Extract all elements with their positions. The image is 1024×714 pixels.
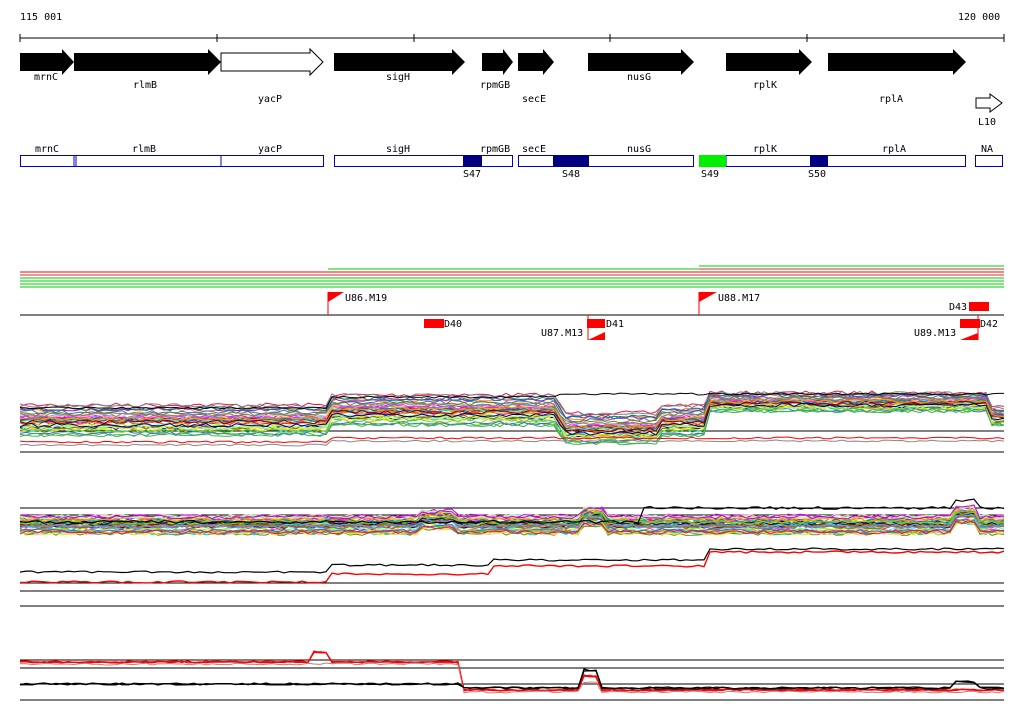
site-S47[interactable] [463, 155, 482, 167]
downshift-label-D43: D43 [949, 302, 967, 313]
downshift-label-D41: D41 [606, 319, 624, 330]
expression-profile [19, 402, 1005, 436]
expression-profile [20, 550, 1005, 584]
gene-secE[interactable]: secE [518, 49, 554, 105]
segment-lines [20, 265, 1004, 288]
expression-profile [19, 400, 1005, 433]
gene-label-mrnC: mrnC [34, 72, 58, 83]
expression-profile [19, 520, 1005, 536]
upshift-label-U88.M17: U88.M17 [718, 293, 760, 304]
gene-rplA[interactable]: rplA [828, 49, 966, 105]
upshift-U88.M17[interactable]: U88.M17 [698, 292, 760, 315]
site-label-S49: S49 [701, 169, 719, 180]
downshift-D42[interactable]: D42 [960, 319, 998, 330]
expression-profile [19, 651, 1005, 692]
coordinate-ruler [19, 34, 1005, 42]
gene-label-nusG: nusG [627, 72, 651, 83]
range-start-label: 115 001 [20, 12, 63, 23]
expression-profile [19, 403, 1005, 437]
gene-label-yacP: yacP [258, 94, 282, 105]
expression-profile [19, 390, 1005, 417]
expression-profile [19, 436, 1005, 444]
gene-rplK[interactable]: rplK [726, 49, 812, 91]
expression-profile [19, 498, 1005, 525]
expression-profile [20, 669, 1005, 690]
site-S50[interactable] [810, 155, 828, 167]
gene-label-rpmGB: rpmGB [480, 80, 510, 91]
expression-panel-2 [19, 498, 1005, 607]
gene-label-sigH: sigH [386, 72, 410, 83]
expression-profile [19, 408, 1005, 446]
expression-profile [19, 398, 1005, 429]
downshift-D43[interactable]: D43 [949, 302, 989, 313]
shift-flags: U86.M19 U88.M17 D40 D41 U87.M13 D43 D42 [20, 292, 1004, 340]
site-label-S48: S48 [562, 169, 580, 180]
downshift-D40[interactable]: D40 [424, 319, 462, 330]
gene-mrnC[interactable]: mrnC [20, 49, 74, 83]
upshift-label-U89.M13: U89.M13 [914, 328, 956, 339]
tu-label-NA: NA [981, 144, 993, 155]
gene-track: mrnC rlmB yacP sigH rpmGB secE nusG rpl [20, 47, 1003, 128]
gene-label-rlmB: rlmB [133, 80, 157, 91]
site-label-S47: S47 [463, 169, 481, 180]
tu-label-sigH: sigH [386, 144, 410, 155]
expression-profile [19, 392, 1004, 410]
expression-profile [19, 403, 1005, 438]
tu-label-mrnC: mrnC [35, 144, 59, 155]
site-S48[interactable] [553, 155, 589, 167]
downshift-label-D42: D42 [980, 319, 998, 330]
upshift-label-U87.M13: U87.M13 [541, 328, 583, 339]
expression-profile [19, 520, 1005, 536]
transcription-unit-track: mrnC rlmB yacP sigH rpmGB secE nusG rplK… [20, 144, 1003, 180]
expression-panel-1 [19, 390, 1005, 453]
site-label-S50: S50 [808, 169, 826, 180]
site-S49[interactable] [699, 155, 726, 167]
gene-sigH[interactable]: sigH [334, 49, 465, 83]
tu-label-rplK: rplK [753, 144, 777, 155]
expression-profile [19, 650, 1005, 692]
gene-rlmB[interactable]: rlmB [74, 49, 221, 91]
gene-label-L10: L10 [978, 117, 996, 128]
tu-label-yacP: yacP [258, 144, 282, 155]
expression-profile [19, 513, 1005, 527]
gene-rpmGB[interactable]: rpmGB [480, 49, 513, 91]
expression-profile [19, 662, 1005, 694]
tu-label-rlmB: rlmB [132, 144, 156, 155]
gene-yacP[interactable]: yacP [220, 47, 324, 105]
expression-panel-3 [19, 650, 1005, 701]
tu-label-secE: secE [522, 144, 546, 155]
expression-profile [19, 520, 1005, 535]
tu-label-rpmGB: rpmGB [480, 144, 510, 155]
downshift-D41[interactable]: D41 [587, 319, 624, 330]
gene-L10[interactable]: L10 [975, 93, 1003, 128]
expression-profile [19, 396, 1005, 426]
upshift-U86.M19[interactable]: U86.M19 [327, 292, 387, 315]
expression-profile [19, 439, 1005, 447]
expression-profile [19, 395, 1005, 424]
expression-profile [19, 668, 1004, 690]
expression-profile [19, 651, 1005, 692]
gene-nusG[interactable]: nusG [588, 49, 694, 83]
expression-profile [19, 547, 1005, 574]
downshift-label-D40: D40 [444, 319, 462, 330]
range-end-label: 120 000 [958, 12, 1001, 23]
expression-profile [19, 504, 1005, 520]
upshift-U89.M13[interactable]: U89.M13 [914, 315, 979, 340]
upshift-U87.M13[interactable]: U87.M13 [541, 315, 605, 340]
tu-label-rplA: rplA [882, 144, 906, 155]
gene-label-secE: secE [522, 94, 546, 105]
upshift-label-U86.M19: U86.M19 [345, 293, 387, 304]
tu-label-nusG: nusG [627, 144, 651, 155]
gene-label-rplA: rplA [879, 94, 903, 105]
gene-label-rplK: rplK [753, 80, 777, 91]
expression-profile [19, 514, 1005, 529]
